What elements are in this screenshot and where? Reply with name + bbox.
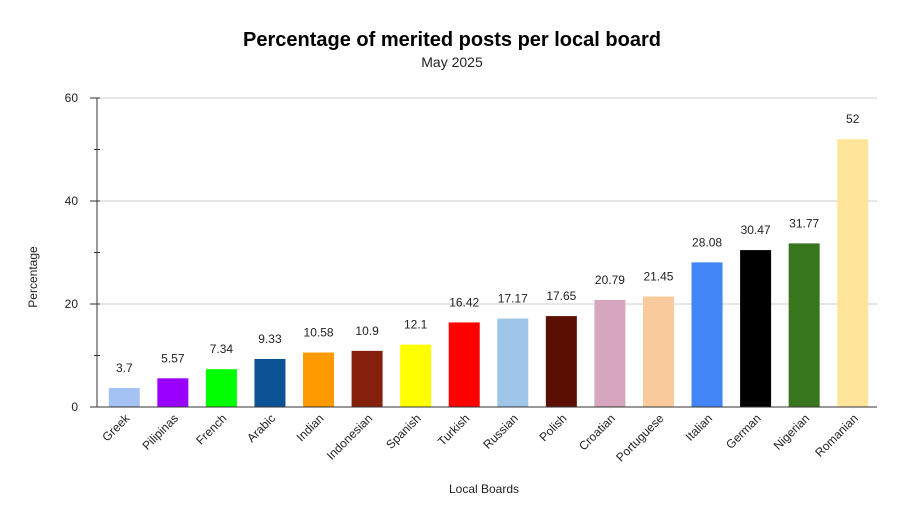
- category-label: French: [193, 411, 229, 447]
- bar-nigerian: [788, 243, 820, 407]
- category-label: Pilipinas: [139, 411, 181, 453]
- category-label: German: [723, 411, 764, 452]
- bar-croatian: [594, 299, 626, 407]
- chart-subtitle: May 2025: [421, 54, 483, 70]
- category-label: Spanish: [383, 411, 424, 452]
- category-label: Russian: [480, 411, 521, 452]
- value-label: 10.9: [355, 324, 379, 338]
- category-label: Croatian: [576, 411, 618, 453]
- value-label: 21.45: [643, 270, 673, 284]
- value-label: 7.34: [210, 342, 234, 356]
- bar-pilipinas: [157, 378, 189, 407]
- value-label: 10.58: [304, 326, 334, 340]
- chart-title: Percentage of merited posts per local bo…: [243, 29, 661, 51]
- bar-portuguese: [642, 296, 674, 407]
- bar-french: [205, 369, 237, 407]
- bars: [108, 139, 869, 407]
- category-label: Indian: [294, 411, 327, 444]
- y-tick-label: 0: [71, 400, 78, 414]
- value-label: 17.65: [546, 289, 576, 303]
- x-axis-title: Local Boards: [449, 482, 519, 496]
- value-label: 5.57: [161, 351, 185, 365]
- bar-spanish: [400, 344, 432, 407]
- value-label: 16.42: [449, 295, 479, 309]
- bar-romanian: [837, 139, 869, 407]
- category-label: Nigerian: [771, 411, 813, 453]
- bar-german: [740, 250, 772, 407]
- bar-russian: [497, 318, 529, 407]
- value-label: 52: [846, 112, 860, 126]
- category-label: Polish: [536, 411, 569, 444]
- value-label: 30.47: [741, 223, 771, 237]
- category-label: Turkish: [435, 411, 472, 448]
- bar-italian: [691, 262, 723, 407]
- y-axis-ticks: 0 20 40 60: [65, 91, 100, 414]
- bar-arabic: [254, 358, 286, 407]
- value-label: 3.7: [116, 361, 133, 375]
- bar-polish: [545, 316, 577, 407]
- bar-turkish: [448, 322, 480, 407]
- category-labels: Greek Pilipinas French Arabic IndianIndonesi…: [99, 411, 860, 465]
- y-tick-label: 60: [65, 91, 79, 105]
- category-label: Romanian: [812, 411, 861, 460]
- bar-indonesian: [351, 350, 383, 407]
- category-label: Indonesian: [324, 411, 375, 462]
- category-label: Arabic: [244, 411, 278, 445]
- value-label: 20.79: [595, 273, 625, 287]
- y-axis-title: Percentage: [26, 246, 40, 308]
- bar-greek: [108, 387, 140, 407]
- y-tick-label: 20: [65, 297, 79, 311]
- value-label: 31.77: [789, 216, 819, 230]
- y-tick-label: 40: [65, 194, 79, 208]
- value-label: 12.1: [404, 318, 428, 332]
- value-label: 17.17: [498, 292, 528, 306]
- bar-indian: [303, 352, 335, 407]
- value-label: 9.33: [258, 332, 282, 346]
- value-label: 28.08: [692, 235, 722, 249]
- value-labels: 3.7 5.57 7.34 9.33 10.58 10.9 12.1 16.42 17.17 17…: [116, 112, 860, 375]
- category-label: Portuguese: [613, 411, 667, 465]
- category-label: Italian: [683, 411, 716, 444]
- category-label: Greek: [99, 411, 133, 445]
